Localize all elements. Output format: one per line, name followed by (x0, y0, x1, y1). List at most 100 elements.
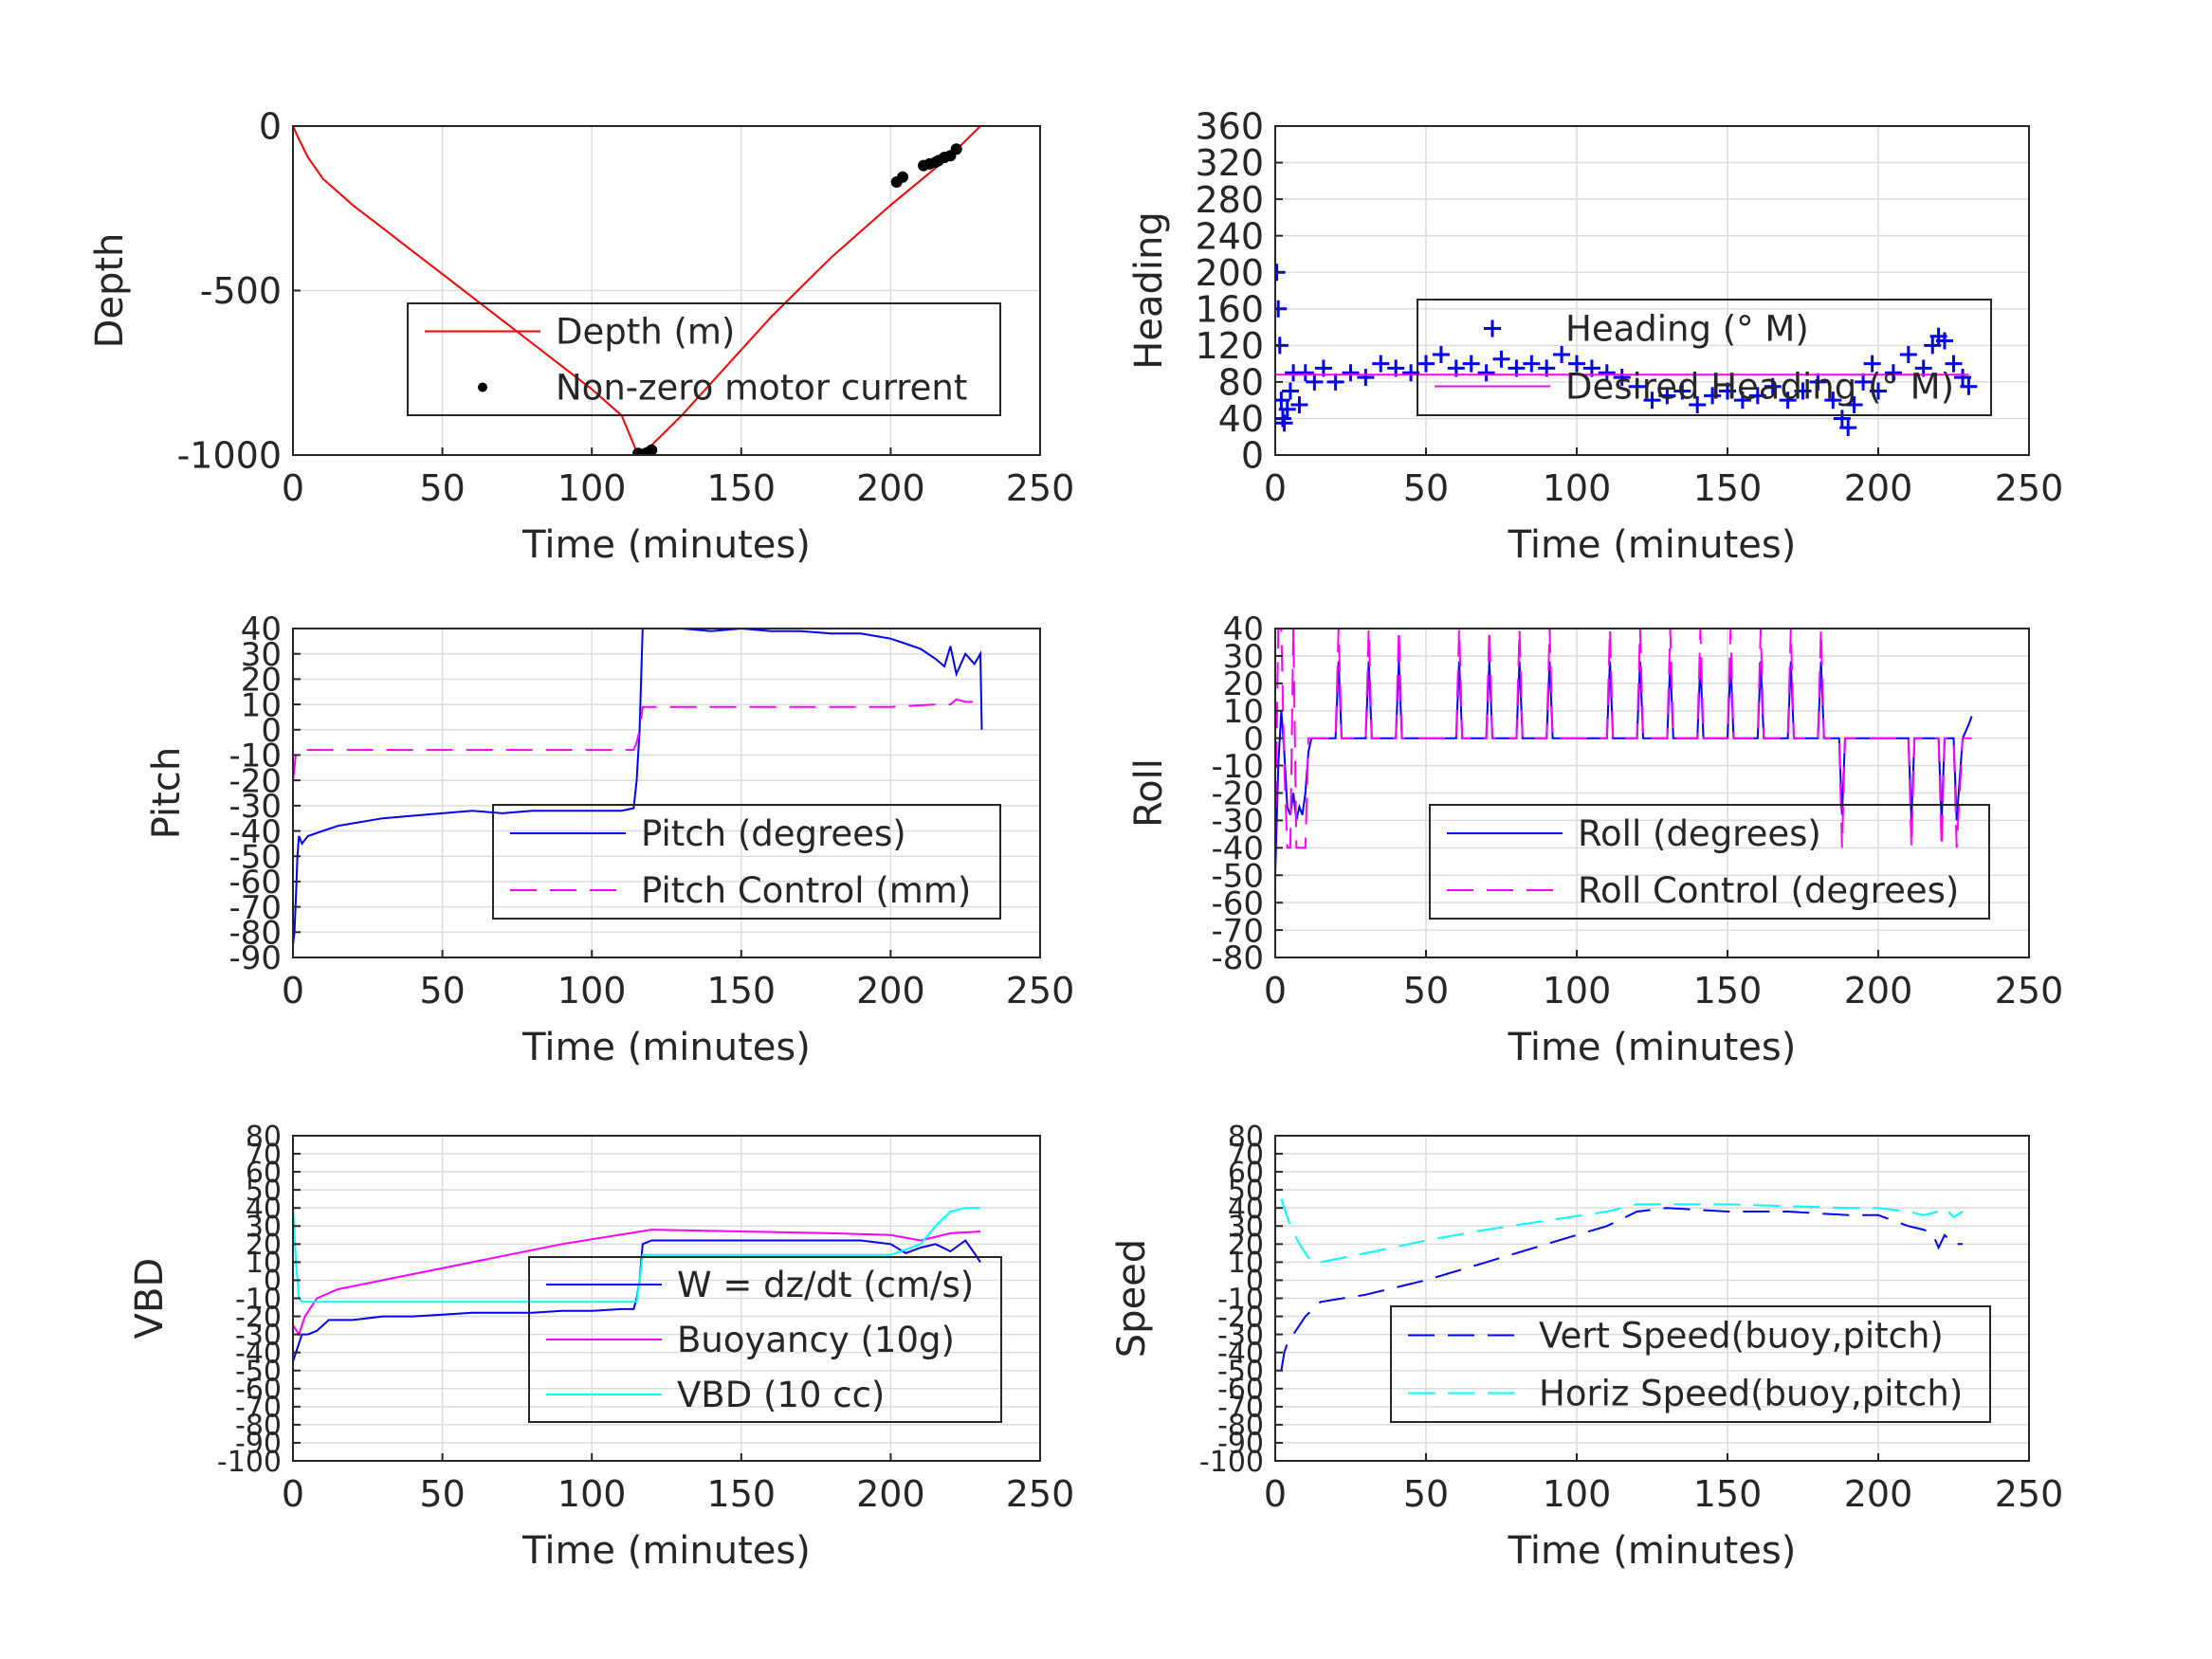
legend: Heading (° M) Desired Heading (° M) (1417, 299, 1992, 416)
x-tick-label: 0 (282, 467, 304, 509)
x-axis-label: Time (minutes) (521, 523, 811, 567)
x-tick-label: 200 (1844, 1473, 1913, 1515)
y-tick-label: -70 (229, 889, 282, 927)
y-tick-label: -40 (1211, 830, 1264, 868)
y-tick-label: -70 (1217, 1392, 1264, 1425)
data-point (1628, 377, 1646, 395)
x-tick-label: 50 (1403, 1473, 1449, 1515)
y-tick-label: 240 (1195, 215, 1264, 257)
y-tick-label: -90 (1217, 1428, 1264, 1461)
y-tick-label: -20 (229, 762, 282, 800)
data-point (1278, 400, 1296, 418)
y-axis-label: Roll (1127, 758, 1171, 828)
data-point (1523, 355, 1541, 373)
series-group (293, 126, 981, 455)
y-tick-label: 20 (1223, 665, 1264, 703)
y-tick-label: -10 (1211, 748, 1264, 786)
y-tick-label: 40 (1218, 398, 1264, 440)
data-point (950, 143, 962, 155)
x-tick-label: 50 (419, 1473, 465, 1515)
x-tick-label: 150 (1693, 467, 1763, 509)
legend-label: Horiz Speed(buoy,pitch) (1539, 1374, 1963, 1414)
y-tick-label: -50 (235, 1356, 282, 1389)
data-point (1673, 382, 1691, 400)
data-point (1613, 369, 1631, 387)
y-tick-label: -100 (1199, 1446, 1264, 1479)
y-tick-label: -80 (229, 915, 282, 953)
series-vbd-2 (293, 1207, 980, 1304)
x-tick-label: 250 (1006, 1473, 1075, 1515)
data-point (1779, 392, 1797, 410)
y-axis-label: VBD (128, 1258, 172, 1340)
data-point (1568, 355, 1585, 373)
y-tick-label: -100 (217, 1446, 282, 1479)
legend: Pitch (degrees) Pitch Control (mm) (492, 804, 1001, 920)
legend-label: W = dz/dt (cm/s) (677, 1265, 974, 1305)
y-tick-label: -40 (1217, 1337, 1264, 1370)
data-point (1357, 369, 1375, 387)
legend: W = dz/dt (cm/s) Buoyancy (10g) VBD (10 cc… (528, 1256, 1002, 1423)
data-point (1306, 373, 1324, 391)
data-point (1924, 337, 1942, 355)
y-tick-label: 30 (1223, 638, 1264, 676)
data-point (1342, 364, 1360, 382)
series-pitch-0 (293, 629, 983, 945)
y-tick-label: 40 (241, 611, 282, 648)
legend-box (528, 1256, 1002, 1423)
data-point (646, 444, 658, 455)
legend-entry: Depth (m) (425, 312, 735, 353)
data-point (1945, 355, 1963, 373)
x-axis-label: Time (minutes) (521, 1026, 811, 1069)
x-tick-label: 200 (856, 1473, 925, 1515)
series-group (1280, 1198, 1964, 1371)
legend-entry: Pitch Control (mm) (510, 870, 971, 911)
data-point (1748, 387, 1766, 405)
y-tick-label: 0 (1246, 1265, 1264, 1298)
y-tick-label: 0 (261, 712, 282, 750)
x-tick-label: 50 (419, 467, 465, 509)
x-tick-label: 150 (707, 1473, 777, 1515)
legend-entry: Pitch (degrees) (510, 813, 906, 854)
y-tick-label: 10 (246, 1247, 282, 1280)
legend-entry: Non-zero motor current (478, 368, 967, 409)
y-tick-label: 20 (1228, 1229, 1264, 1262)
legend-label: Desired Heading (° M) (1565, 367, 1954, 408)
y-tick-label: 160 (1195, 288, 1264, 330)
y-tick-label: -20 (1211, 775, 1264, 813)
data-point (1492, 350, 1510, 368)
y-tick-label: 0 (264, 1265, 282, 1298)
data-point (1281, 382, 1299, 400)
legend-label: VBD (10 cc) (677, 1375, 885, 1415)
legend-label: Buoyancy (10g) (677, 1320, 955, 1360)
y-tick-label: -80 (1211, 939, 1264, 977)
series-vbd-0 (293, 1239, 981, 1362)
y-tick-label: -90 (229, 939, 282, 977)
x-tick-label: 250 (1995, 970, 2064, 1012)
x-tick-label: 150 (1693, 970, 1763, 1012)
data-point (1855, 373, 1873, 391)
y-tick-label: -10 (229, 738, 282, 775)
y-tick-label: -40 (229, 813, 282, 851)
legend-label: Pitch (degrees) (641, 813, 906, 854)
data-point (1432, 345, 1450, 363)
x-tick-label: 0 (1264, 970, 1287, 1012)
y-tick-label: 10 (1228, 1247, 1264, 1280)
y-tick-label: 50 (1228, 1175, 1264, 1208)
legend-entry: W = dz/dt (cm/s) (546, 1265, 974, 1305)
y-tick-label: -500 (200, 270, 282, 312)
y-tick-label: -50 (1211, 857, 1264, 895)
y-tick-label: -80 (1217, 1410, 1264, 1443)
legend-label: Depth (m) (556, 312, 735, 353)
y-tick-label: 280 (1195, 179, 1264, 221)
y-tick-label: 70 (246, 1139, 282, 1172)
y-tick-label: 10 (241, 686, 282, 724)
y-tick-label: -30 (235, 1319, 282, 1352)
series-group (293, 1207, 981, 1362)
data-point (1275, 414, 1293, 432)
x-tick-label: 0 (282, 1473, 304, 1515)
data-point (1704, 387, 1722, 405)
x-tick-label: 100 (558, 970, 627, 1012)
data-point (1733, 392, 1751, 410)
legend-entry: Roll Control (degrees) (1447, 870, 1959, 911)
legend-label: Pitch Control (mm) (641, 870, 971, 911)
